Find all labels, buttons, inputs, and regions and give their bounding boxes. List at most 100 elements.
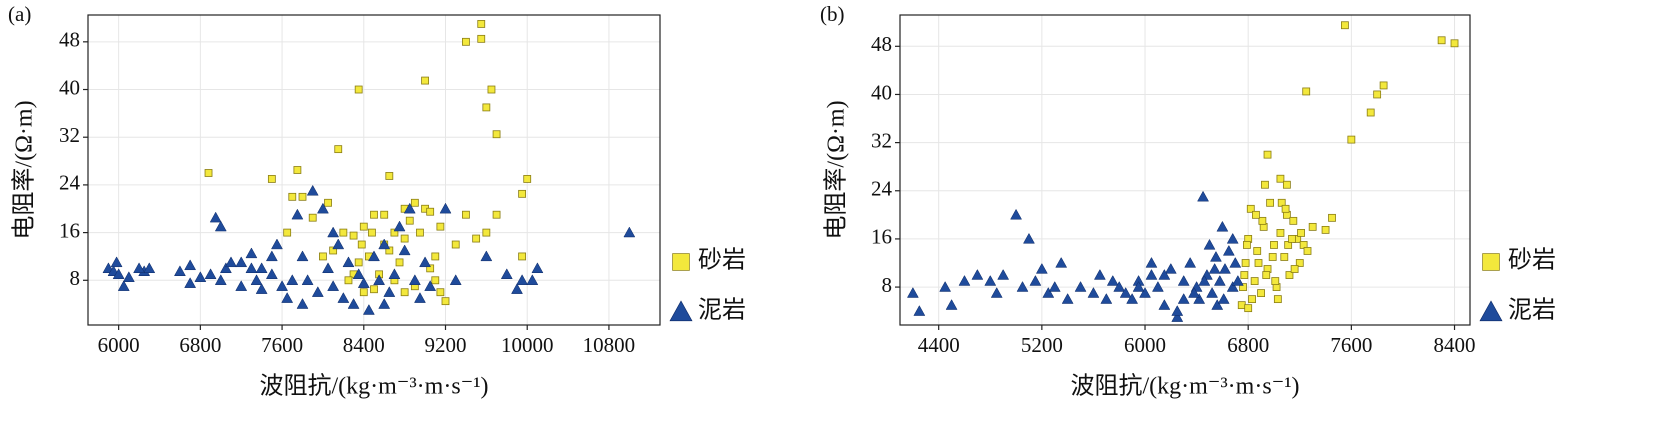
point: [1074, 281, 1087, 292]
point: [110, 256, 123, 268]
point: [400, 234, 409, 243]
point: [516, 274, 529, 285]
point: [373, 274, 386, 285]
point: [332, 238, 345, 250]
point: [1184, 256, 1197, 268]
point: [480, 250, 493, 262]
point: [1087, 287, 1100, 298]
point: [518, 189, 527, 198]
point: [398, 244, 411, 256]
x-tick-label: 8400: [1434, 333, 1476, 357]
point: [405, 216, 414, 225]
point: [319, 252, 327, 261]
point: [472, 234, 481, 243]
point: [1303, 247, 1312, 255]
point: [1258, 216, 1267, 225]
point: [1100, 293, 1113, 304]
point: [378, 298, 391, 309]
point: [1347, 135, 1356, 144]
point: [1016, 281, 1029, 292]
x-tick-label: 6000: [1124, 333, 1166, 357]
y-tick-label: 40: [871, 80, 892, 104]
point: [1308, 222, 1317, 231]
point: [1226, 281, 1239, 292]
point: [1302, 87, 1311, 96]
legend-label: 泥岩: [1508, 297, 1556, 324]
point: [1282, 180, 1291, 189]
point: [436, 288, 445, 297]
point: [286, 274, 299, 285]
point: [1253, 247, 1262, 255]
point: [1216, 220, 1229, 232]
point: [1450, 39, 1459, 48]
point: [408, 274, 421, 285]
point: [1263, 150, 1272, 159]
point: [245, 262, 258, 274]
point: [174, 265, 186, 276]
point: [122, 271, 135, 282]
point: [441, 297, 450, 306]
point: [1268, 253, 1277, 261]
point: [339, 228, 348, 237]
point: [1158, 299, 1171, 310]
point: [492, 210, 501, 219]
legend-marker: [1479, 300, 1503, 322]
point: [1113, 281, 1126, 292]
point: [184, 259, 197, 271]
point: [204, 169, 213, 177]
point: [1023, 232, 1035, 244]
point: [945, 299, 958, 310]
x-tick-label: 9200: [425, 333, 467, 357]
point: [1188, 287, 1200, 298]
point: [1219, 263, 1231, 274]
point: [1106, 275, 1119, 286]
point: [1244, 304, 1253, 313]
point: [477, 20, 486, 28]
point: [288, 192, 297, 201]
point: [1055, 256, 1068, 268]
point: [184, 277, 197, 288]
point: [1035, 263, 1048, 274]
panel-label: (a): [8, 2, 31, 26]
point: [117, 280, 130, 291]
y-axis-title: 电阻率/(Ω·m): [823, 100, 850, 239]
point: [1048, 281, 1061, 292]
point: [487, 85, 496, 94]
point: [1295, 259, 1304, 267]
point: [112, 268, 125, 279]
y-axis-title: 电阻率/(Ω·m): [11, 100, 38, 239]
point: [385, 246, 394, 255]
point: [1248, 295, 1256, 304]
y-tick-label: 32: [59, 123, 80, 147]
point: [250, 274, 263, 285]
point: [301, 274, 314, 285]
point: [1126, 293, 1139, 304]
point: [354, 85, 363, 94]
point: [380, 210, 389, 219]
point: [344, 276, 353, 285]
point: [1222, 244, 1235, 256]
point: [500, 268, 513, 279]
x-tick-label: 10800: [583, 333, 636, 357]
point: [421, 76, 429, 85]
point: [235, 280, 248, 291]
legend-marker: [672, 253, 690, 271]
point: [194, 271, 207, 282]
point: [342, 256, 355, 268]
point: [1171, 305, 1184, 316]
point: [913, 305, 926, 316]
point: [1273, 295, 1282, 304]
point: [990, 287, 1003, 298]
y-tick-label: 24: [871, 177, 893, 201]
point: [1280, 253, 1289, 261]
point: [267, 175, 276, 183]
point: [424, 280, 437, 291]
point: [1437, 36, 1446, 45]
x-tick-label: 6800: [179, 333, 221, 357]
point: [623, 226, 636, 238]
point: [984, 275, 997, 286]
point: [1290, 265, 1299, 273]
point: [958, 275, 971, 286]
point: [1213, 275, 1226, 286]
